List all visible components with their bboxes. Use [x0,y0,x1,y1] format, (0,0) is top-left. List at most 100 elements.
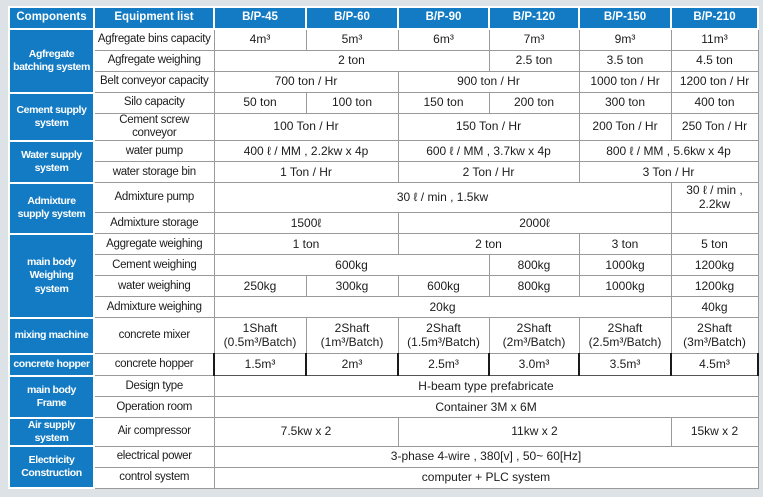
column-header-bp210: B/P-210 [670,6,759,30]
column-header-bp60: B/P-60 [305,6,399,30]
group-cell-electricity-construction: Electricity Construction [8,445,95,490]
column-header-equipment-list: Equipment list [93,6,215,30]
value-cell: 1.5m³ [213,353,307,377]
value-cell: 2.5m³ [397,353,490,377]
spec-table: Components Equipment list B/P-45 B/P-60 … [8,6,759,490]
table-row: Electricity Construction electrical powe… [8,445,759,490]
value-cell: 700 ton / Hr [213,71,399,93]
equipment-cell: water weighing [93,275,215,298]
value-cell: computer + PLC system [213,466,759,489]
value-cell: 900 ton / Hr [397,71,580,93]
value-cell: 30 ℓ / min , 1.5kw [213,182,672,214]
group-cell-concrete-hopper: concrete hopper [8,352,95,377]
value-cell: 100 ton [305,92,399,114]
value-cell: 40kg [670,296,759,319]
table-row: Admixture supply system Admixture pump 3… [8,181,759,235]
value-cell: 3 ton [578,233,672,256]
equipment-cell: Agfregate weighing [93,50,215,72]
group-cell-water-supply: Water supply system [8,139,95,184]
table-row: Admixture weighing 20kg 40kg [9,296,759,319]
equipment-cell: Operation room [93,396,215,419]
column-header-bp120: B/P-120 [488,6,580,30]
table-row: Cement supply system Silo capacity 50 to… [8,91,759,142]
table-row: Cement screw conveyor 100 Ton / Hr 150 T… [9,112,759,142]
value-cell: 800kg [488,254,580,277]
equipment-cell: Air compressor [93,417,215,447]
equipment-cell: Admixture pump [93,182,215,214]
value-cell: 3.5m³ [578,353,672,377]
value-cell: 800kg [488,275,580,298]
value-cell: 2 ton [397,233,580,256]
value-cell: 600kg [397,275,490,298]
column-header-bp90: B/P-90 [397,6,490,30]
table-row: control system computer + PLC system [9,466,759,489]
equipment-cell: water storage bin [93,161,215,184]
table-row: Water supply system water pump 400 ℓ / M… [8,139,759,184]
group-cell-admixture-supply: Admixture supply system [8,181,95,235]
value-cell: 50 ton [213,92,307,114]
value-cell-empty [670,212,759,235]
column-header-components: Components [8,6,95,30]
table-row: Belt conveyor capacity 700 ton / Hr 900 … [9,71,759,93]
value-cell: 11kw x 2 [397,417,672,447]
value-cell: 2 Ton / Hr [397,161,580,184]
value-cell: 3.5 ton [578,50,672,72]
table-row: main body Frame Design type H-beam type … [8,374,759,419]
value-cell: 6m³ [397,28,490,51]
value-cell: 4.5m³ [670,353,759,377]
value-cell: 600 ℓ / MM , 3.7kw x 4p [397,140,580,163]
value-cell: 100 Ton / Hr [213,112,399,142]
table-row: main body Weighing system Aggregate weig… [8,232,759,319]
value-cell: 2000ℓ [397,212,672,235]
group-cell-main-body-frame: main body Frame [8,374,95,419]
equipment-cell: Cement screw conveyor [93,112,215,142]
value-cell: H-beam type prefabricate [213,375,759,398]
equipment-cell: Cement weighing [93,254,215,277]
value-cell: 5m³ [305,28,399,51]
table-row: water storage bin 1 Ton / Hr 2 Ton / Hr … [9,161,759,184]
table-row: concrete hopper concrete hopper 1.5m³ 2m… [8,352,759,377]
value-cell: 4m³ [213,28,307,51]
group-cell-mixing-machine: mixing machine [8,316,95,355]
value-cell: 20kg [213,296,672,319]
value-cell: 3.0m³ [488,353,580,377]
equipment-cell: concrete hopper [93,353,215,377]
table-row: Agfregate weighing 2 ton 2.5 ton 3.5 ton… [9,50,759,72]
table-row: Operation room Container 3M x 6M [9,396,759,419]
value-cell: 400 ℓ / MM , 2.2kw x 4p [213,140,399,163]
value-cell: 1 ton [213,233,399,256]
value-cell: 600kg [213,254,490,277]
column-header-bp45: B/P-45 [213,6,307,30]
equipment-cell: water pump [93,140,215,163]
value-cell: 3 Ton / Hr [578,161,759,184]
table-row: mixing machine concrete mixer 1Shaft (0.… [8,316,759,355]
value-cell: 11m³ [670,28,759,51]
value-cell: 1200kg [670,254,759,277]
table-row: water weighing 250kg 300kg 600kg 800kg 1… [9,275,759,298]
equipment-cell: concrete mixer [93,317,215,355]
value-cell: 1 Ton / Hr [213,161,399,184]
value-cell: 400 ton [670,92,759,114]
header-row: Components Equipment list B/P-45 B/P-60 … [8,6,759,30]
group-cell-air-supply: Air supply system [8,416,95,448]
value-cell: 1000kg [578,254,672,277]
table-row: Air supply system Air compressor 7.5kw x… [8,416,759,448]
equipment-cell: Silo capacity [93,92,215,114]
table-row: Cement weighing 600kg 800kg 1000kg 1200k… [9,254,759,277]
value-cell: 1500ℓ [213,212,399,235]
equipment-cell: Admixture storage [93,212,215,235]
value-cell: 7.5kw x 2 [213,417,399,447]
value-cell: 200 ton [488,92,580,114]
value-cell: 5 ton [670,233,759,256]
table-row: Agfregate batching system Agfregate bins… [8,28,759,94]
equipment-cell: Belt conveyor capacity [93,71,215,93]
value-cell: 1200kg [670,275,759,298]
value-cell: 15kw x 2 [670,417,759,447]
value-cell: 2Shaft (2m³/Batch) [488,317,580,355]
group-cell-cement-supply: Cement supply system [8,91,95,142]
value-cell: 2Shaft (3m³/Batch) [670,317,759,355]
equipment-cell: Aggregate weighing [93,233,215,256]
equipment-cell: Admixture weighing [93,296,215,319]
value-cell: 2Shaft (1m³/Batch) [305,317,399,355]
value-cell: 1200 ton / Hr [670,71,759,93]
